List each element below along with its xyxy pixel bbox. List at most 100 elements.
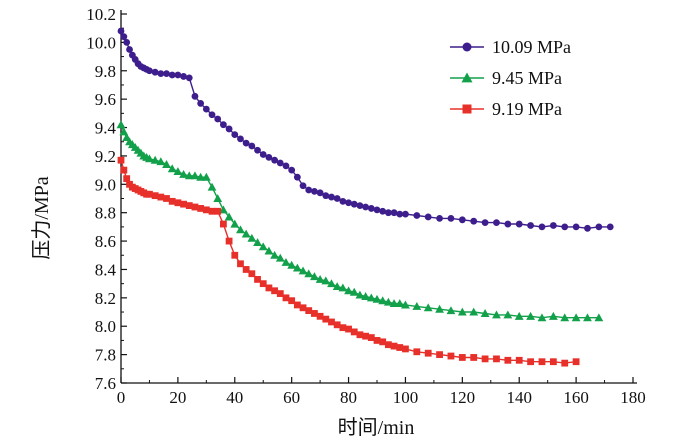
axes: 0 20 40 60 80 100 120 140 160 180 7.6 7.8 8.0 8.2 8.4 8… xyxy=(86,5,646,407)
data-point xyxy=(259,151,267,158)
data-point xyxy=(241,229,251,238)
x-tick-label: 80 xyxy=(340,388,357,407)
y-tick-label: 9.2 xyxy=(95,147,116,166)
data-point xyxy=(333,195,341,202)
data-point xyxy=(493,219,500,227)
data-point xyxy=(458,216,466,224)
data-point xyxy=(271,287,278,295)
data-point xyxy=(412,301,422,310)
data-point xyxy=(180,73,187,80)
data-point xyxy=(321,276,331,285)
data-point xyxy=(402,345,409,353)
legend: 10.09 MPa 9.45 MPa 9.19 MPa xyxy=(450,37,571,119)
x-tick-label: 40 xyxy=(226,388,243,407)
data-point xyxy=(362,332,370,340)
data-point xyxy=(504,356,512,364)
legend-marker xyxy=(462,42,472,52)
data-point xyxy=(196,172,206,181)
data-point xyxy=(305,186,313,194)
data-point xyxy=(322,315,330,323)
data-point xyxy=(401,300,410,309)
y-tick-label: 7.6 xyxy=(95,374,116,393)
data-point xyxy=(537,313,547,322)
data-point xyxy=(167,164,177,173)
data-point xyxy=(157,193,165,201)
data-point xyxy=(366,293,376,302)
data-point xyxy=(162,160,171,168)
data-point xyxy=(572,223,580,231)
data-point xyxy=(163,195,170,202)
data-point xyxy=(389,299,399,308)
data-point xyxy=(390,342,398,350)
legend-label: 10.09 MPa xyxy=(492,37,571,57)
data-point xyxy=(270,250,279,259)
data-point xyxy=(311,188,318,195)
data-point xyxy=(207,182,217,191)
data-point xyxy=(237,260,244,268)
data-point xyxy=(174,71,182,79)
data-point xyxy=(328,318,335,326)
legend-entry: 10.09 MPa xyxy=(450,37,571,57)
legend-entry: 9.45 MPa xyxy=(450,68,562,88)
data-point xyxy=(492,310,501,319)
series-1 xyxy=(117,27,614,232)
data-point xyxy=(288,166,296,174)
y-tick-label: 8.4 xyxy=(95,260,117,279)
data-point xyxy=(316,312,324,320)
data-point xyxy=(116,120,126,129)
data-point xyxy=(373,337,381,344)
data-point xyxy=(150,155,160,164)
data-point xyxy=(538,358,546,366)
data-point xyxy=(350,200,358,208)
data-point xyxy=(583,313,592,322)
data-point xyxy=(305,307,313,315)
data-point xyxy=(413,348,421,356)
series-line xyxy=(120,124,599,319)
y-axis-title: 压力/MPa xyxy=(30,176,53,259)
data-point xyxy=(168,71,176,79)
legend-marker xyxy=(461,72,473,83)
data-point xyxy=(184,171,194,180)
legend-label: 9.19 MPa xyxy=(492,99,562,119)
data-point xyxy=(119,127,129,136)
data-point xyxy=(258,242,268,251)
data-point xyxy=(480,309,490,317)
data-point xyxy=(214,115,222,123)
data-point xyxy=(310,272,319,281)
data-point xyxy=(514,311,524,320)
data-point xyxy=(390,209,398,217)
data-point xyxy=(333,321,341,329)
data-point xyxy=(402,210,409,218)
data-point xyxy=(361,292,371,300)
data-point xyxy=(151,192,159,200)
data-point xyxy=(282,162,290,170)
data-point xyxy=(123,175,131,183)
data-point xyxy=(179,169,188,178)
data-point xyxy=(264,246,274,255)
y-tick-label: 9.6 xyxy=(95,90,116,109)
data-point xyxy=(481,355,489,363)
data-point xyxy=(328,193,335,201)
data-point xyxy=(396,344,404,351)
y-tick-label: 9.0 xyxy=(95,175,116,194)
data-point xyxy=(339,197,347,205)
data-point xyxy=(292,263,302,272)
data-point xyxy=(151,68,159,76)
data-point xyxy=(281,257,291,266)
series-layer xyxy=(116,27,614,367)
legend-label: 9.45 MPa xyxy=(492,68,562,88)
data-point xyxy=(288,297,296,305)
data-point xyxy=(126,46,133,53)
data-point xyxy=(458,354,466,361)
data-point xyxy=(224,212,234,221)
x-tick-label: 0 xyxy=(117,388,126,407)
data-point xyxy=(299,304,307,312)
data-point xyxy=(355,290,365,299)
data-point xyxy=(265,284,273,292)
data-point xyxy=(424,349,432,357)
data-point xyxy=(446,306,456,315)
data-point xyxy=(481,219,489,227)
data-point xyxy=(549,358,557,366)
data-point xyxy=(247,233,257,242)
data-point xyxy=(367,334,375,341)
